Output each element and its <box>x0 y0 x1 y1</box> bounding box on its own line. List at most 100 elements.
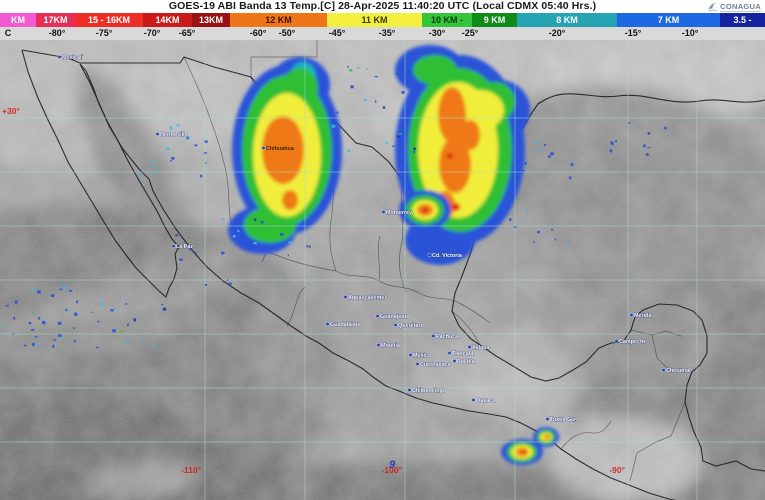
cloud-speck <box>151 160 155 163</box>
cloud-speck <box>523 218 526 221</box>
cloud-speck <box>331 124 336 128</box>
temp-tick-label: -50° <box>278 28 296 38</box>
cloud-speck <box>28 322 32 325</box>
scale-segment: 7 KM <box>617 13 720 27</box>
city-marker-icon <box>408 353 413 357</box>
cloud-speck <box>524 162 527 165</box>
cloud-speck <box>205 162 207 164</box>
cloud-speck <box>119 330 123 333</box>
city-marker-icon <box>57 55 62 59</box>
temp-tick-label: -75° <box>95 28 113 38</box>
city-name: Oaxaca <box>476 398 496 404</box>
temp-tick-label: -70° <box>143 28 161 38</box>
cloud-speck <box>385 142 389 144</box>
city-name: Chihuahua <box>266 146 295 152</box>
cloud-speck <box>544 144 546 146</box>
cloud-speck <box>142 338 144 342</box>
city-label: Tuxtla Gtz. <box>545 417 578 423</box>
coordinate-labels-layer: +30° -110° -100° -90° 9 <box>2 106 626 475</box>
cloud-speck <box>51 294 55 297</box>
image-title: GOES-19 ABI Banda 13 Temp.[C] 28-Apr-202… <box>168 0 597 12</box>
temp-tick-label: -80° <box>48 28 66 38</box>
cloud-speck <box>521 169 525 172</box>
city-name: Tuxtla Gtz. <box>550 417 578 423</box>
cloud-speck <box>284 278 286 281</box>
cloud-speck <box>357 67 360 69</box>
scale-segment: 17KM <box>36 13 75 27</box>
conagua-logo-text: CONAGUA <box>720 1 761 12</box>
cloud-speck <box>554 238 557 241</box>
cloud-speck <box>532 241 535 243</box>
cloud-height-scale-bar: KM 17KM 15 - 16KM 14KM 13KM 12 KM 11 KM 10 KM -… <box>0 13 765 27</box>
city-label: Mérida <box>629 313 653 319</box>
cloud-speck <box>274 227 279 231</box>
title-bar: GOES-19 ABI Banda 13 Temp.[C] 28-Apr-202… <box>0 0 765 13</box>
coordinate-label: -110° <box>181 465 202 475</box>
cloud-speck <box>74 312 77 314</box>
cloud-speck <box>110 309 114 312</box>
cloud-speck <box>518 198 520 201</box>
city-marker-icon <box>447 351 452 355</box>
city-name: Morelia <box>381 343 401 349</box>
cloud-speck <box>62 286 67 289</box>
city-label: Cd. Victoria <box>427 253 463 259</box>
city-name: Chetumal <box>666 368 691 374</box>
city-marker-icon <box>393 323 398 327</box>
cloud-speck <box>647 147 650 149</box>
cloud-speck <box>38 317 41 320</box>
temp-tick-label: -65° <box>178 28 196 38</box>
cloud-speck <box>309 222 312 225</box>
convective-storm-overlay <box>228 45 559 465</box>
city-label: México <box>408 353 432 359</box>
cloud-speck <box>413 150 416 154</box>
city-label: Campeche <box>614 339 647 345</box>
temp-tick-label: -45° <box>328 28 346 38</box>
cloud-speck <box>59 288 63 291</box>
cloud-speck <box>112 329 116 333</box>
city-name: Guanajuato <box>380 314 410 320</box>
city-label: Puebla <box>452 359 476 365</box>
city-name: Cd. Victoria <box>432 253 463 259</box>
temp-tick-label: -25° <box>461 28 479 38</box>
cloud-speck <box>204 284 208 286</box>
city-name: Pachuca <box>436 334 459 340</box>
cloud-speck <box>568 176 572 180</box>
storm-cell <box>501 439 543 465</box>
coordinate-label: -100° <box>382 465 403 475</box>
city-marker-icon <box>545 417 550 421</box>
cloud-speck <box>153 344 156 348</box>
cloud-speck <box>69 289 73 292</box>
cloud-speck <box>200 174 203 178</box>
cloud-speck <box>609 149 613 153</box>
cloud-speck <box>170 160 172 162</box>
storm-cell <box>533 427 559 447</box>
cloud-speck <box>37 290 41 294</box>
cloud-speck <box>547 155 551 158</box>
cloud-speck <box>74 313 78 316</box>
cloud-speck <box>73 327 75 329</box>
city-name: La Paz <box>176 244 193 250</box>
cloud-speck <box>23 344 27 347</box>
city-marker-icon <box>629 313 634 317</box>
cloud-speck <box>664 126 667 130</box>
cloud-speck <box>228 282 232 285</box>
cloud-speck <box>347 65 349 68</box>
cloud-speck <box>35 336 38 338</box>
cloud-speck <box>187 136 190 139</box>
cloud-speck <box>100 302 104 306</box>
cloud-speck <box>647 132 651 135</box>
cloud-speck <box>643 144 646 148</box>
temperature-scale-row: C -80° -75° -70° -65° -60° -50° -45° -35° -30° -25… <box>0 27 765 40</box>
cloud-speck <box>308 245 311 248</box>
cloud-speck <box>260 221 264 224</box>
conagua-logo: CONAGUA <box>707 0 761 13</box>
scale-segment: 14KM <box>143 13 192 27</box>
scale-segment: 3.5 - <box>720 13 765 27</box>
cloud-speck <box>52 344 55 348</box>
city-marker-icon <box>407 388 412 392</box>
temp-tick-label: -30° <box>428 28 446 38</box>
city-name: Guadalajara <box>330 322 362 328</box>
cloud-speck <box>253 218 257 222</box>
cloud-speck <box>95 346 99 349</box>
